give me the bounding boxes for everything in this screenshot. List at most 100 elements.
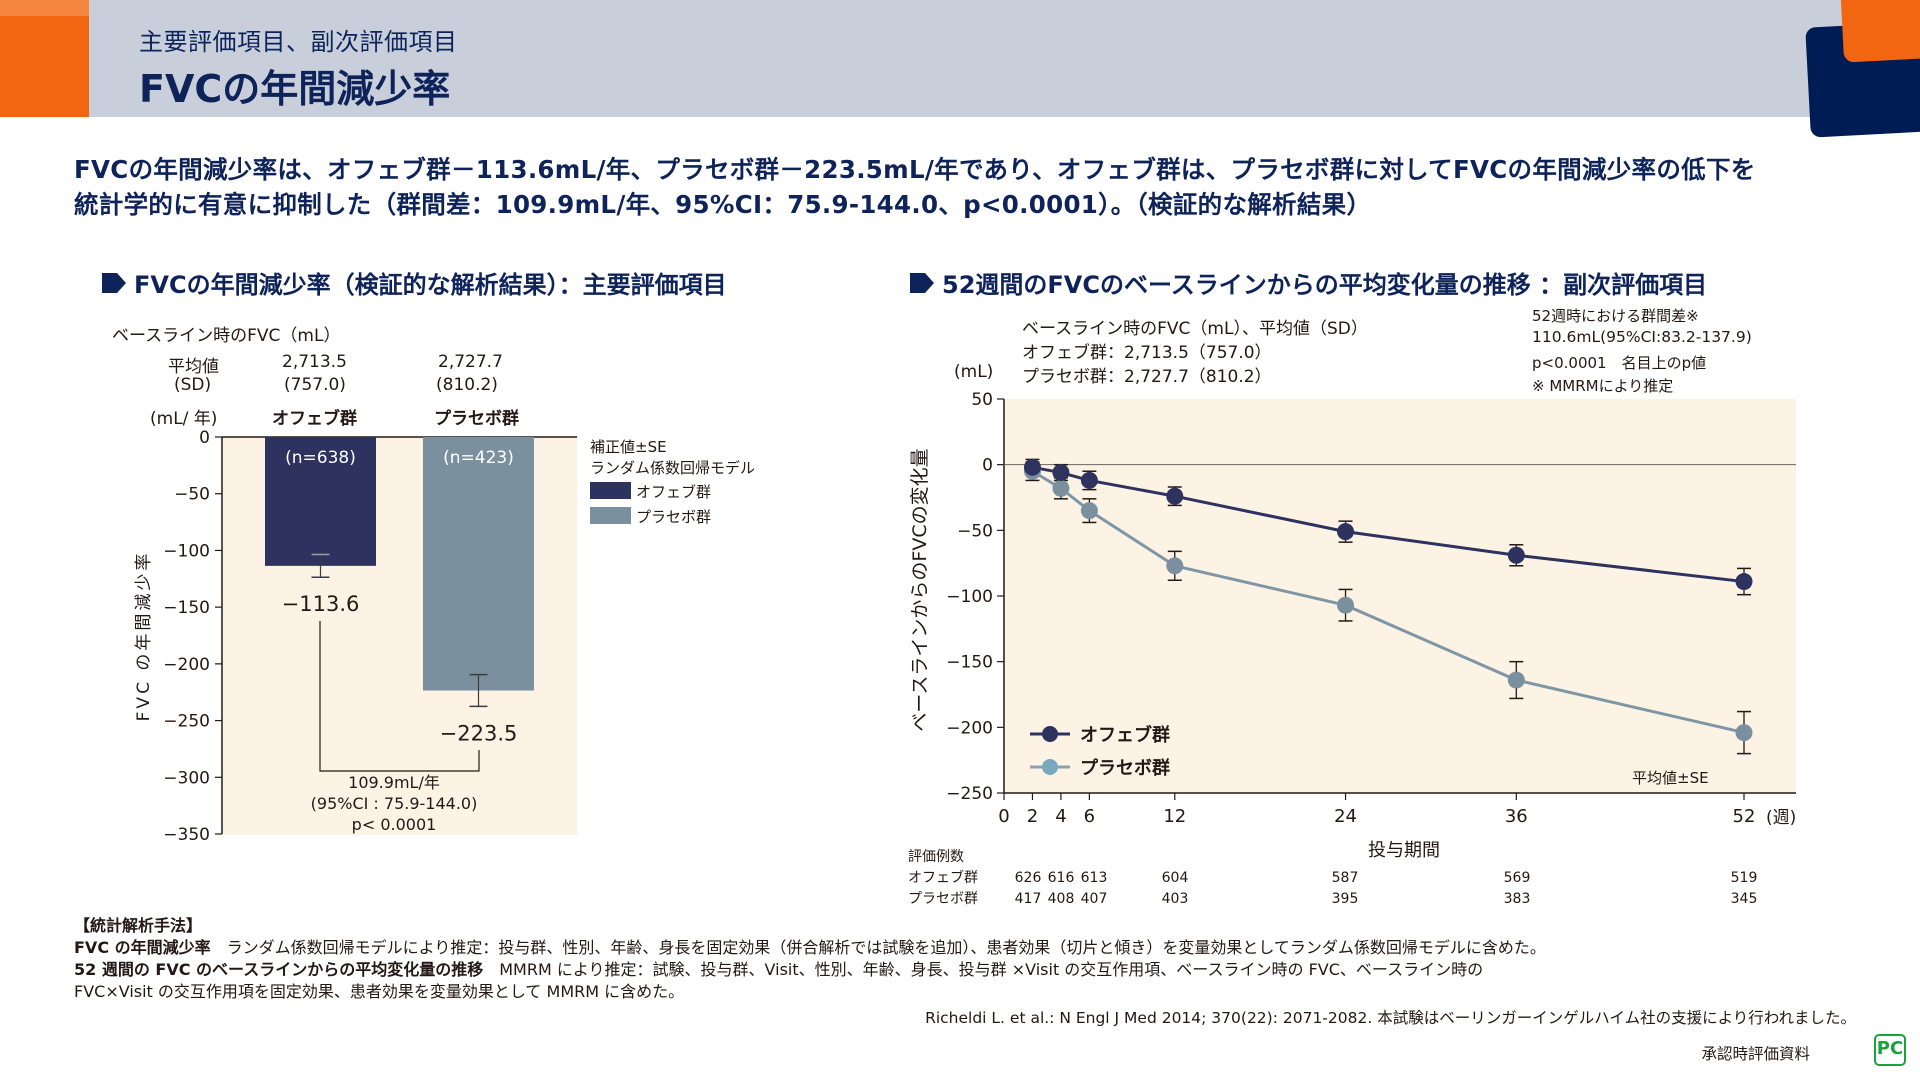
count-cell: 407 xyxy=(1081,891,1108,907)
footnote-line-2: 52 週間の FVC のベースラインからの平均変化量の推移 MMRM により推定… xyxy=(74,956,1483,980)
bar-annotation-ci: (95%CI : 75.9-144.0) xyxy=(311,794,478,813)
count-cell: 417 xyxy=(1015,891,1042,907)
line-y-tick-label: −100 xyxy=(946,587,993,607)
bar-placebo xyxy=(423,437,534,691)
count-cell: 613 xyxy=(1081,870,1108,886)
bar-annotation-p: p< 0.0001 xyxy=(352,815,437,834)
count-cell: 408 xyxy=(1048,891,1075,907)
line-chart-section-title: 52週間のFVCのベースラインからの平均変化量の推移 ：副次評価項目 xyxy=(910,265,1707,300)
bar-unit-label: (mL/ 年) xyxy=(150,409,218,429)
bar-mean-placebo: 2,727.7 xyxy=(438,352,503,372)
line-point-ofev xyxy=(1166,487,1184,505)
bar-annotation-diff: 109.9mL/年 xyxy=(348,773,440,792)
line-y-tick-label: 50 xyxy=(971,390,993,410)
bar-y-tick-label: −350 xyxy=(163,825,210,845)
bar-chart-title: FVCの年間減少率（検証的な解析結果）：主要評価項目 xyxy=(134,271,727,299)
bar-mean-label: 平均値 xyxy=(168,357,219,377)
line-y-tick-label: −150 xyxy=(946,653,993,673)
bar-y-tick-label: −50 xyxy=(174,485,210,505)
approval-label: 承認時評価資料 xyxy=(1701,1042,1856,1064)
bar-legend-label-placebo: プラセボ群 xyxy=(636,508,711,526)
line-point-ofev xyxy=(1052,464,1070,482)
bar-category-ofev: オフェブ群 xyxy=(272,409,357,429)
statement-line-1: FVCの年間減少率は、オフェブ群－113.6mL/年、プラセボ群－223.5mL… xyxy=(74,155,1756,184)
footnote-line-2-text: MMRM により推定：試験、投与群、Visit、性別、年齢、身長、投与群 ×Vi… xyxy=(483,960,1484,979)
count-cell: 616 xyxy=(1048,870,1075,886)
line-x-tick-label: 24 xyxy=(1334,806,1357,827)
bar-legend-title-1: 補正値±SE xyxy=(590,438,667,456)
line-x-tick-label: 52 xyxy=(1733,806,1756,827)
line-x-tick-label: 0 xyxy=(998,806,1009,827)
bar-significance-bracket xyxy=(319,621,480,772)
line-point-placebo xyxy=(1080,502,1098,520)
line-legend-placebo-marker xyxy=(1042,759,1058,775)
line-baseline-text-3: プラセボ群：2,727.7（810.2） xyxy=(1022,367,1272,387)
line-point-placebo xyxy=(1735,724,1753,742)
statement-line-2: 統計学的に有意に抑制した（群間差：109.9mL/年、95%CI：75.9-14… xyxy=(74,190,1372,219)
header-subtitle: 主要評価項目、副次評価項目 xyxy=(139,28,458,56)
line-marks xyxy=(1023,458,1753,755)
section-arrow-icon xyxy=(102,272,126,293)
bar-y-tick-label: −200 xyxy=(163,655,210,675)
bar-marks: (n=638) −113.6 (n=423) −223.5 xyxy=(265,437,534,745)
count-cell: 626 xyxy=(1015,870,1042,886)
line-point-ofev xyxy=(1507,546,1525,564)
bar-sd-ofev: (757.0) xyxy=(284,375,346,395)
bar-value-label: −113.6 xyxy=(282,592,360,616)
footnote-line-3: FVC×Visit の交互作用項を固定効果、患者効果を変量効果として MMRM … xyxy=(74,982,685,1001)
bar-legend-swatch-ofev xyxy=(590,482,631,499)
count-cell: 383 xyxy=(1504,891,1531,907)
bar-y-tick-label: −100 xyxy=(163,541,210,561)
header-bar: 主要評価項目、副次評価項目 FVCの年間減少率 xyxy=(0,0,1920,138)
section-arrow-icon xyxy=(910,272,934,293)
line-legend-placebo-label: プラセボ群 xyxy=(1080,757,1170,779)
footnote-line-1-title: FVC の年間減少率 xyxy=(74,938,211,957)
bar-legend-title-2: ランダム係数回帰モデル xyxy=(590,459,755,477)
bar-n-label: (n=638) xyxy=(285,448,356,468)
count-cell: 604 xyxy=(1162,870,1189,886)
bar-legend-swatch-placebo xyxy=(590,507,631,524)
line-x-tick-label: 6 xyxy=(1084,806,1095,827)
approval-text: 承認時評価資料 xyxy=(1701,1045,1810,1063)
line-y-tick-label: −250 xyxy=(946,784,993,804)
bar-sd-label: (SD) xyxy=(174,375,212,395)
line-y-axis-label: ベースラインからのFVCの変化量 xyxy=(909,448,931,731)
count-table: 評価例数 オフェブ群 プラセボ群 626 616 613 604 587 569 519 41… xyxy=(908,849,1757,907)
footnote-heading: 【統計解析手法】 xyxy=(74,916,203,935)
line-diff-text-1: 52週時における群間差※ xyxy=(1532,307,1699,325)
line-point-ofev xyxy=(1023,458,1041,476)
line-y-tick-label: −50 xyxy=(957,521,993,541)
bar-y-tick-label: −150 xyxy=(163,598,210,618)
line-point-ofev xyxy=(1735,573,1753,591)
line-x-tick-label: 12 xyxy=(1163,806,1186,827)
line-point-placebo xyxy=(1166,557,1184,575)
count-cell: 403 xyxy=(1162,891,1189,907)
line-note: 平均値±SE xyxy=(1632,769,1709,787)
line-diff-text-4: ※ MMRMにより推定 xyxy=(1532,377,1674,395)
count-cell: 519 xyxy=(1731,870,1758,886)
line-y-tick-label: 0 xyxy=(982,456,993,476)
bar-sd-placebo: (810.2) xyxy=(436,375,498,395)
line-y-unit: (mL) xyxy=(954,362,994,382)
bar-legend-label-ofev: オフェブ群 xyxy=(636,483,711,501)
line-point-placebo xyxy=(1052,479,1070,497)
page-title: FVCの年間減少率 xyxy=(139,67,451,111)
line-point-placebo xyxy=(1507,671,1525,689)
count-row-label-placebo: プラセボ群 xyxy=(908,891,978,907)
bar-chart-section-title: FVCの年間減少率（検証的な解析結果）：主要評価項目 xyxy=(102,265,727,300)
line-y-tick-label: −200 xyxy=(946,718,993,738)
line-x-tick-label: 4 xyxy=(1055,806,1066,827)
count-cell: 395 xyxy=(1332,891,1359,907)
pc-badge-icon: PC xyxy=(1874,1034,1906,1066)
bar-value-label: −223.5 xyxy=(440,721,518,745)
header-orange-block xyxy=(0,0,89,117)
reference-citation: Richeldi L. et al.: N Engl J Med 2014; 3… xyxy=(925,1009,1856,1027)
line-baseline-text-1: ベースライン時のFVC（mL）、平均値（SD） xyxy=(1022,319,1368,339)
key-statement: FVCの年間減少率は、オフェブ群－113.6mL/年、プラセボ群－223.5mL… xyxy=(74,152,1864,222)
bar-ofev xyxy=(265,437,376,566)
line-point-ofev xyxy=(1337,523,1355,541)
bar-category-placebo: プラセボ群 xyxy=(434,409,519,429)
